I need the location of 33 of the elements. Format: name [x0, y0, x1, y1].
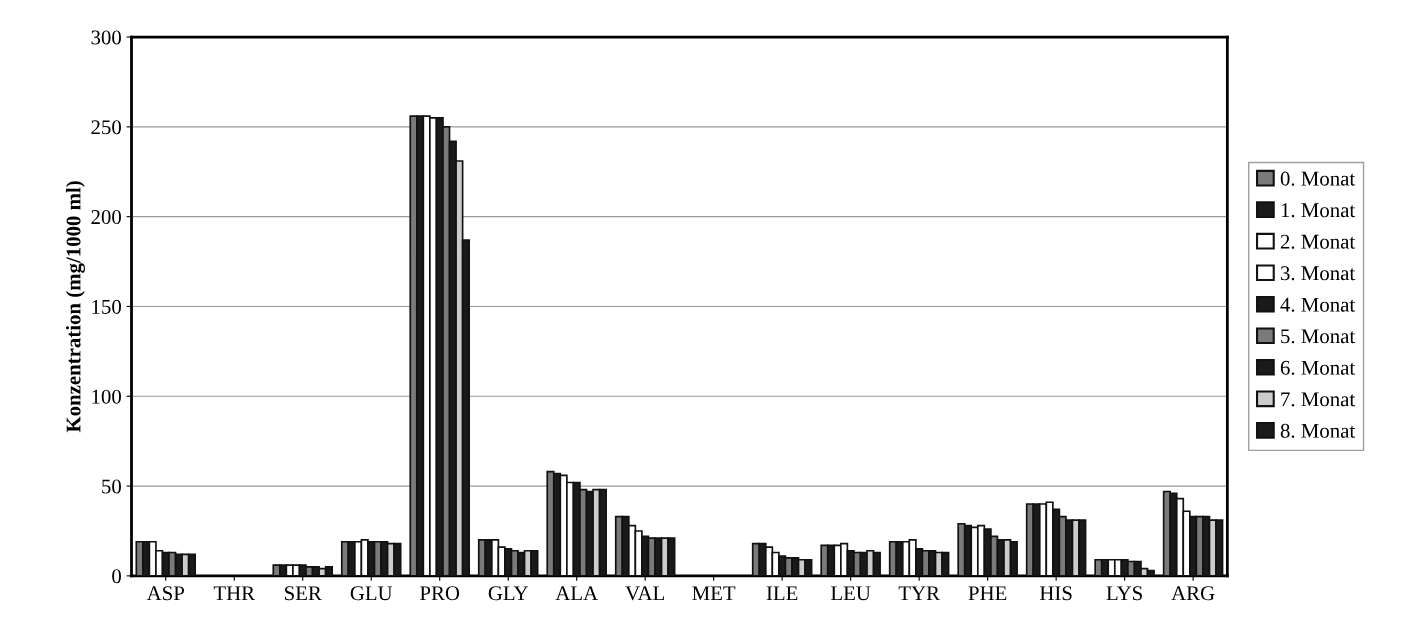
- y-tick-label: 100: [92, 389, 121, 404]
- legend-label: 1. Monat: [1281, 203, 1356, 218]
- legend-label: 3. Monat: [1280, 266, 1356, 281]
- x-tick-label: LEU: [831, 586, 871, 601]
- legend-label: 6. Monat: [1280, 360, 1356, 375]
- y-tick-label: 200: [91, 210, 121, 225]
- y-tick-label: 150: [92, 299, 121, 314]
- x-tick-label: LYS: [1106, 586, 1142, 601]
- x-tick-label: ARG: [1171, 586, 1215, 601]
- y-tick-label: 300: [91, 30, 121, 45]
- x-tick-label: ILE: [766, 586, 798, 601]
- legend-label: 8. Monat: [1280, 423, 1356, 438]
- legend-label: 4. Monat: [1280, 297, 1356, 312]
- x-tick-label: GLY: [488, 586, 529, 601]
- x-tick-label: SER: [285, 586, 322, 601]
- legend-label: 7. Monat: [1281, 392, 1356, 407]
- y-tick-label: 0: [112, 569, 121, 584]
- x-tick-label: TYR: [898, 586, 940, 601]
- x-tick-label: VAL: [625, 586, 664, 601]
- x-tick-label: PHE: [968, 586, 1007, 601]
- legend-label: 0. Monat: [1280, 171, 1356, 186]
- legend-label: 2. Monat: [1280, 234, 1356, 249]
- x-tick-label: GLU: [350, 586, 393, 601]
- x-tick-label: ASP: [146, 586, 185, 601]
- x-tick-label: ALA: [555, 586, 598, 601]
- y-axis-title: Konzentration (mg/1000 ml): [65, 181, 85, 433]
- x-tick-label: MET: [692, 586, 736, 601]
- x-tick-label: THR: [213, 586, 256, 601]
- legend-label: 5. Monat: [1281, 329, 1356, 344]
- y-tick-label: 250: [91, 120, 121, 135]
- y-tick-label: 50: [102, 479, 121, 494]
- x-tick-label: HIS: [1039, 586, 1072, 601]
- x-tick-label: PRO: [420, 586, 460, 601]
